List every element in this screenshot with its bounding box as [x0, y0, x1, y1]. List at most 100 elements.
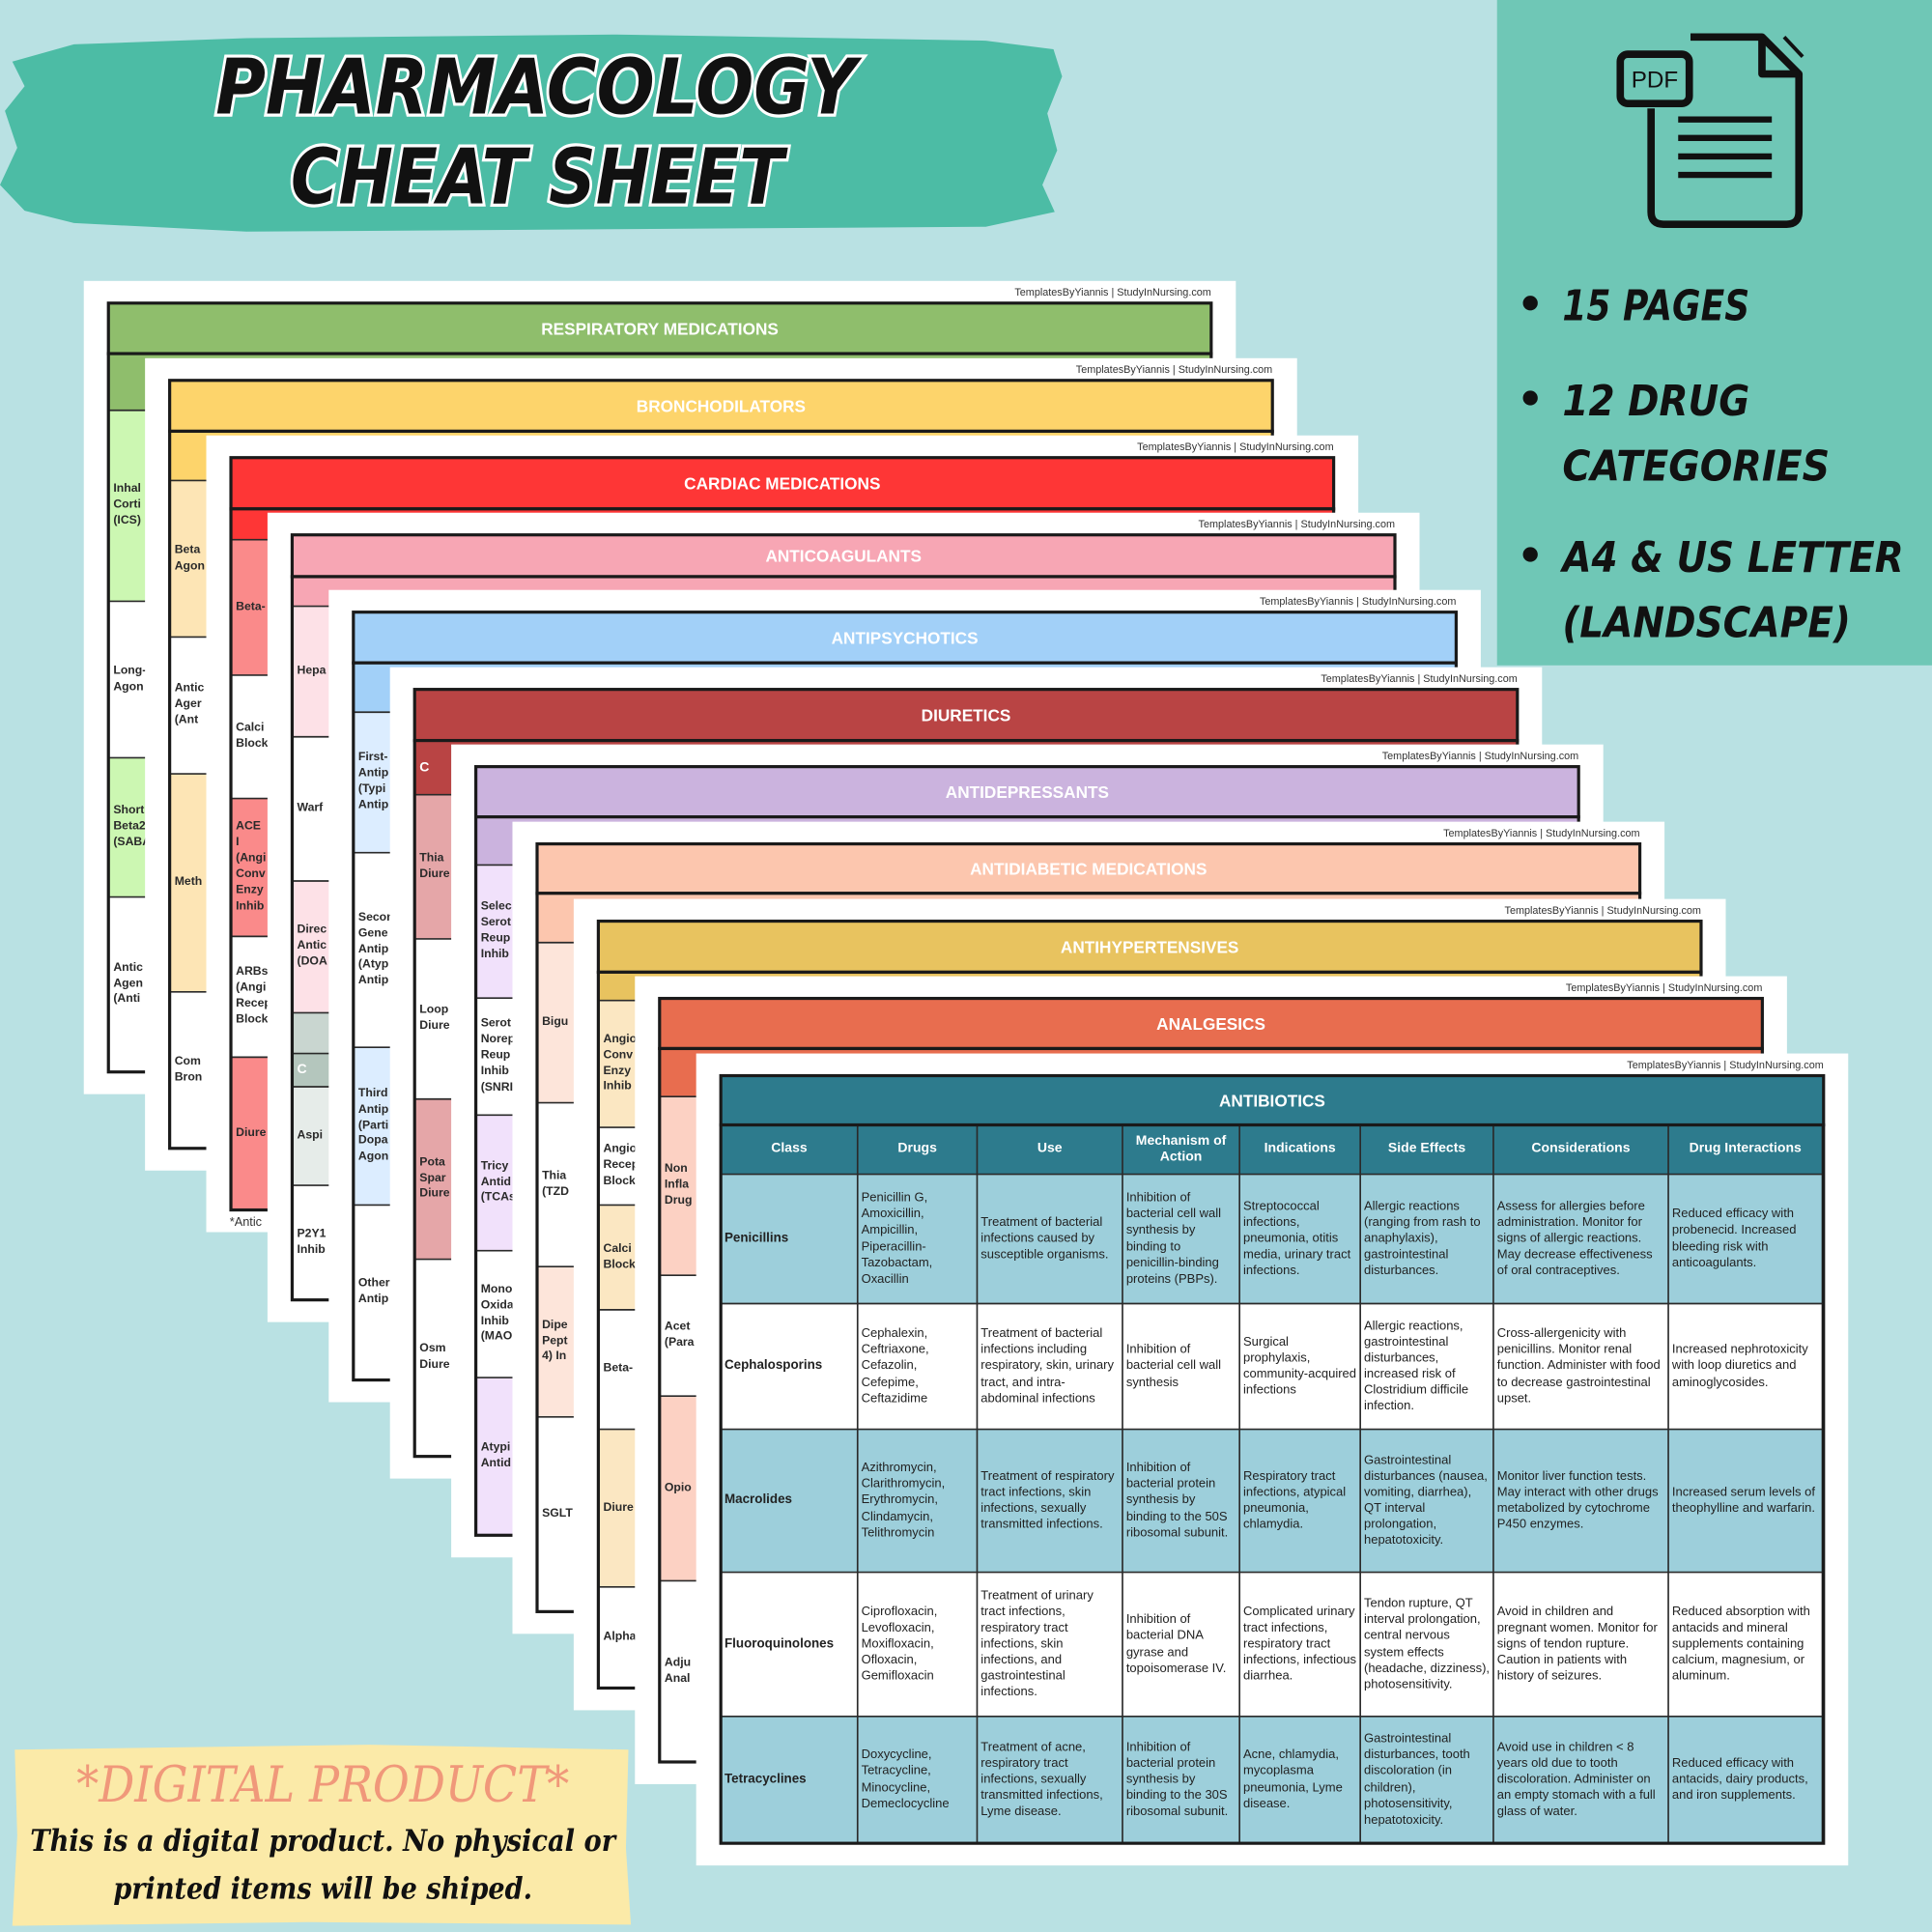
sheet-title-bar — [474, 765, 1580, 819]
sheet-title: DIURETICS — [922, 705, 1011, 724]
bullet-dot — [1522, 390, 1538, 406]
sheet-credit: TemplatesByYiannis | StudyInNursing.com — [1566, 982, 1762, 994]
sheet-title: BRONCHODILATORS — [637, 396, 806, 415]
cell-box: Inhibition of bacterial cell wall synthe… — [1126, 1344, 1221, 1389]
cell-text: Fluoroquinolones — [724, 1635, 835, 1651]
cell-box: ARBs (Angi Recep Block — [236, 965, 271, 1027]
cell-text: Gastrointestinal disturbances (nausea, v… — [1363, 1453, 1488, 1548]
cell-box: Respiratory tract infections, atypical p… — [1243, 1470, 1346, 1532]
cell-text: First- Antip (Typi Antip — [357, 750, 389, 812]
cell-box: Indications — [1264, 1142, 1336, 1156]
cell-text: Thia Diure — [419, 850, 450, 881]
sheet-title: ANTIHYPERTENSIVES — [1061, 937, 1239, 956]
cell-text: Warf — [297, 801, 324, 815]
cell-box: Azithromycin, Clarithromycin, Erythromyc… — [861, 1462, 946, 1540]
cell-text: Treatment of bacterial infections includ… — [980, 1327, 1115, 1406]
cell-box: Angio Recep Block — [603, 1142, 639, 1188]
cell-text: Cephalexin, Ceftriaxone, Cefazolin, Cefe… — [861, 1327, 929, 1406]
cell-box: Avoid use in children < 8 years old due … — [1497, 1741, 1656, 1819]
cell-box: Increased nephrotoxicity with loop diure… — [1671, 1343, 1808, 1390]
cell-text: Alpha — [603, 1629, 637, 1643]
cell-box: Loop Diure — [419, 1003, 450, 1033]
cell-text: Penicillins — [724, 1230, 789, 1246]
cell-text: Mono Oxida Inhib (MAO — [480, 1282, 514, 1344]
cell-text: Third Antip (Parti Dopa Agon — [357, 1086, 389, 1164]
cell-box: Cross-allergenicity with penicillins. Mo… — [1497, 1327, 1661, 1406]
cell-box: Treatment of urinary tract infections, r… — [980, 1589, 1094, 1699]
sheet-credit: TemplatesByYiannis | StudyInNursing.com — [1014, 287, 1210, 298]
cell-box: Doxycycline, Tetracycline, Minocycline, … — [862, 1748, 950, 1810]
cell-text: Beta Agon — [174, 542, 205, 573]
sheet-credit: TemplatesByYiannis | StudyInNursing.com — [1505, 905, 1701, 917]
cell-box: Thia Diure — [419, 850, 450, 881]
cell-text: Monitor liver function tests. May intera… — [1496, 1469, 1659, 1532]
cell-box: Inhibition of bacterial cell wall synthe… — [1126, 1192, 1221, 1286]
notice-box — [12, 1745, 632, 1926]
sheet-credit: TemplatesByYiannis | StudyInNursing.com — [1443, 828, 1639, 839]
cell-text: Angio Conv Enzy Inhib — [603, 1032, 638, 1094]
cell-text: Thia (TZD — [542, 1168, 569, 1199]
cell-text: Inhibition of bacterial DNA gyrase and t… — [1125, 1613, 1227, 1676]
sheet-credit: TemplatesByYiannis | StudyInNursing.com — [1382, 751, 1578, 762]
notice-line: This is a digital product. No physical o… — [30, 1824, 617, 1859]
feature-text: 12 DRUG — [1562, 378, 1749, 426]
cell-box: Beta Agon — [174, 542, 205, 573]
cell-box: Adju Anal — [664, 1655, 692, 1686]
cell-box: Beta- — [236, 600, 266, 613]
pdf-spark — [1782, 35, 1804, 58]
cell-box: Calci Block — [236, 721, 268, 751]
cell-box: Macrolides — [724, 1492, 792, 1508]
cell-text: C — [297, 1062, 307, 1077]
cell-box: Aspi — [298, 1128, 324, 1142]
cell-box: Beta- — [603, 1361, 633, 1375]
cell-box: Bigu — [542, 1014, 568, 1028]
cell-box: Com Bron — [175, 1054, 203, 1084]
cell-box: Acet (Para — [665, 1320, 695, 1350]
cell-box: Reduced absorption with antacids and min… — [1672, 1605, 1810, 1684]
cell-box: Third Antip (Parti Dopa Agon — [357, 1086, 389, 1164]
cell-box: Penicillins — [724, 1230, 789, 1246]
cell-box: Long- Agon — [113, 663, 147, 694]
cell-box: Angio Conv Enzy Inhib — [603, 1032, 638, 1094]
cell-text: Acne, chlamydia, mycoplasma pneumonia, L… — [1242, 1748, 1343, 1811]
cell-text: Secon Gene Antip (Atyp Antip — [357, 910, 394, 988]
cell-box: Use — [1037, 1141, 1063, 1156]
cell-text: Gastrointestinal disturbances, tooth dis… — [1363, 1732, 1470, 1828]
cell-text: Diure — [236, 1125, 267, 1140]
cell-text: Osm Diure — [419, 1342, 450, 1372]
sheet-credit: TemplatesByYiannis | StudyInNursing.com — [1199, 519, 1395, 530]
cell-box: Surgical prophylaxis, community-acquired… — [1243, 1336, 1356, 1398]
table-header-row — [721, 1124, 1824, 1175]
cell-box: Monitor liver function tests. May intera… — [1496, 1469, 1659, 1532]
cell-text: ACE I (Angi Conv Enzy Inhib — [236, 819, 267, 913]
cell-text: Macrolides — [724, 1492, 792, 1508]
sheet-title-bar — [229, 456, 1336, 511]
sheet-title: ANALGESICS — [1156, 1014, 1265, 1034]
cell-text: Long- Agon — [113, 663, 147, 694]
cell-text: Adju Anal — [664, 1655, 692, 1686]
sheet-title: ANTIBIOTICS — [1219, 1091, 1325, 1110]
cell-text: Use — [1037, 1141, 1063, 1156]
cell-box: Inhibition of bacterial protein synthesi… — [1126, 1741, 1228, 1819]
cell-box: Complicated urinary tract infections, re… — [1243, 1605, 1356, 1684]
cell-text: Meth — [174, 874, 203, 889]
cell-box: Drug Interactions — [1690, 1142, 1802, 1156]
cell-text: Reduced efficacy with antacids, dairy pr… — [1671, 1756, 1808, 1804]
cell-text: Dipe Pept 4) In — [542, 1318, 568, 1364]
cell-box: Treatment of acne, respiratory tract inf… — [980, 1741, 1103, 1819]
sheet-title-bar — [596, 919, 1703, 974]
cell-box: Avoid in children and pregnant women. Mo… — [1497, 1605, 1658, 1684]
cell-text: Loop Diure — [419, 1003, 450, 1033]
cell-box: Treatment of bacterial infections includ… — [980, 1327, 1115, 1406]
cell-text: Treatment of acne, respiratory tract inf… — [980, 1741, 1103, 1819]
cell-text: Angio Recep Block — [603, 1142, 639, 1188]
cell-text: Drugs — [897, 1141, 937, 1156]
cell-text: Tetracyclines — [724, 1771, 807, 1787]
sheet-credit: TemplatesByYiannis | StudyInNursing.com — [1627, 1060, 1823, 1071]
cell-text: Increased nephrotoxicity with loop diure… — [1671, 1343, 1808, 1390]
cell-box: Ciprofloxacin, Levofloxacin, Moxifloxaci… — [862, 1605, 938, 1684]
title-line: CHEAT SHEET — [291, 132, 788, 221]
cell-text: Azithromycin, Clarithromycin, Erythromyc… — [861, 1462, 946, 1540]
cell-box: Tendon rupture, QT interval prolongation… — [1364, 1598, 1490, 1691]
